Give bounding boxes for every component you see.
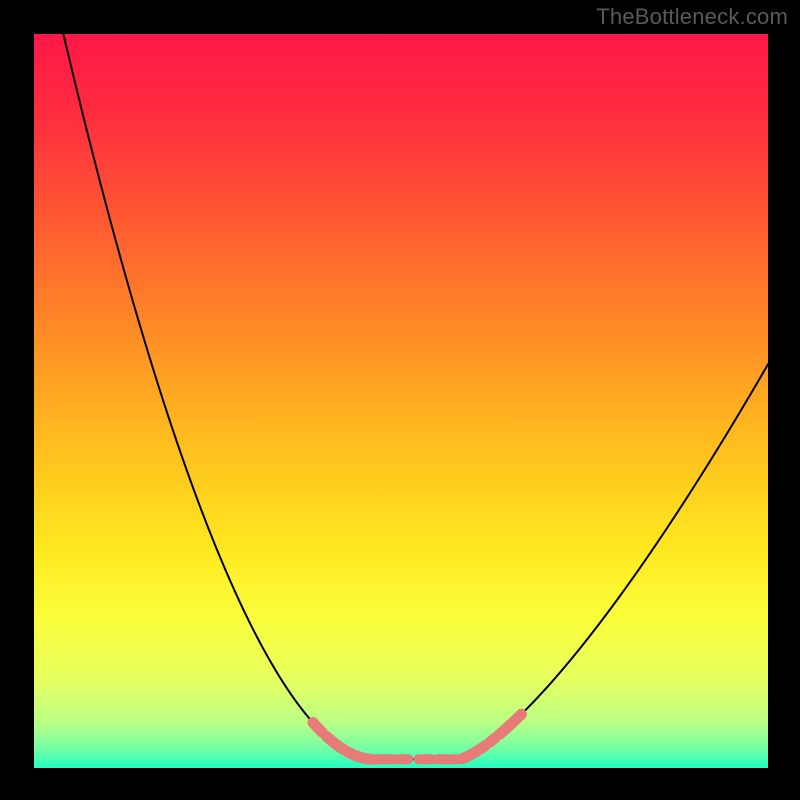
gradient-background xyxy=(34,34,768,768)
curve-marker xyxy=(489,738,495,743)
curve-marker xyxy=(347,752,362,758)
v-curve-chart xyxy=(34,34,768,768)
curve-marker xyxy=(313,723,322,732)
chart-container: TheBottleneck.com xyxy=(0,0,800,800)
watermark-text: TheBottleneck.com xyxy=(596,4,788,30)
